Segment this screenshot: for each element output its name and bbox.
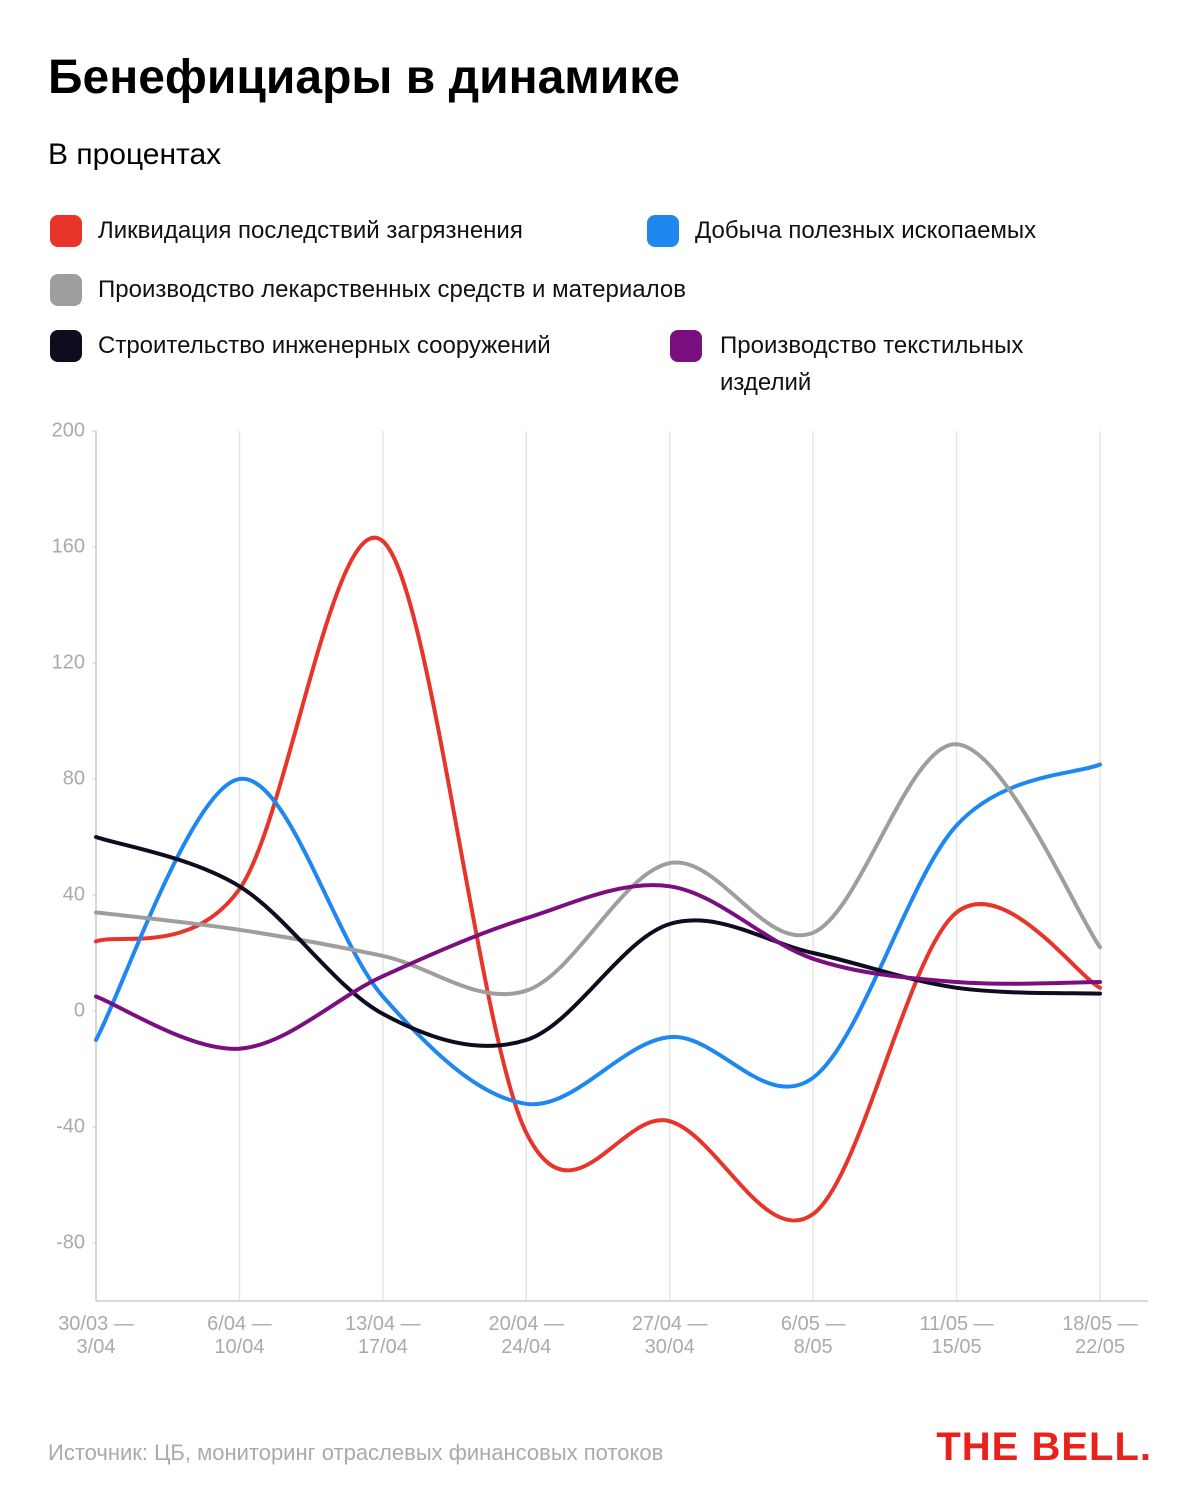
y-tick-label: 80 xyxy=(63,767,85,789)
legend-label: Строительство инженерных сооружений xyxy=(98,332,551,359)
y-tick-label: -80 xyxy=(56,1231,85,1253)
y-tick-label: -40 xyxy=(56,1115,85,1137)
line xyxy=(94,883,1102,1051)
x-tick-label: 6/04 — 10/04 xyxy=(207,1313,272,1358)
line xyxy=(94,835,1102,1048)
y-tick-label: 40 xyxy=(63,883,85,905)
legend-swatch xyxy=(50,330,82,362)
chart-title: Бенефициары в динамике xyxy=(48,51,680,104)
line xyxy=(94,535,1102,1223)
x-tick-label: 6/05 — 8/05 xyxy=(780,1313,846,1358)
legend-label: Ликвидация последствий загрязнения xyxy=(98,217,523,244)
x-tick-label: 27/04 — 30/04 xyxy=(631,1313,708,1358)
y-tick-label: 120 xyxy=(52,651,85,673)
legend-label: Производство лекарственных средств и мат… xyxy=(98,276,686,303)
x-tick-label: 20/04 — 24/04 xyxy=(488,1313,565,1358)
chart-subtitle: В процентах xyxy=(48,138,222,171)
legend-label: Добыча полезных ископаемых xyxy=(695,217,1037,244)
legend-label: Производство текстильных изделий xyxy=(720,332,1024,396)
legend-swatch xyxy=(670,330,702,362)
line xyxy=(94,742,1102,997)
x-tick-label: 13/04 — 17/04 xyxy=(345,1313,421,1358)
logo: THE BELL. xyxy=(936,1425,1152,1469)
source-note: Источник: ЦБ, мониторинг отраслевых фина… xyxy=(48,1440,664,1465)
y-tick-label: 200 xyxy=(52,419,85,441)
legend-swatch xyxy=(50,215,82,247)
line xyxy=(94,762,1102,1107)
x-tick-label: 11/05 — 15/05 xyxy=(919,1313,994,1358)
legend-swatch xyxy=(647,215,679,247)
y-tick-label: 160 xyxy=(52,535,85,557)
y-tick-label: 0 xyxy=(74,999,85,1021)
x-tick-label: 18/05 — 22/05 xyxy=(1062,1313,1138,1358)
x-tick-label: 30/03 — 3/04 xyxy=(58,1313,134,1358)
legend-swatch xyxy=(50,274,82,306)
